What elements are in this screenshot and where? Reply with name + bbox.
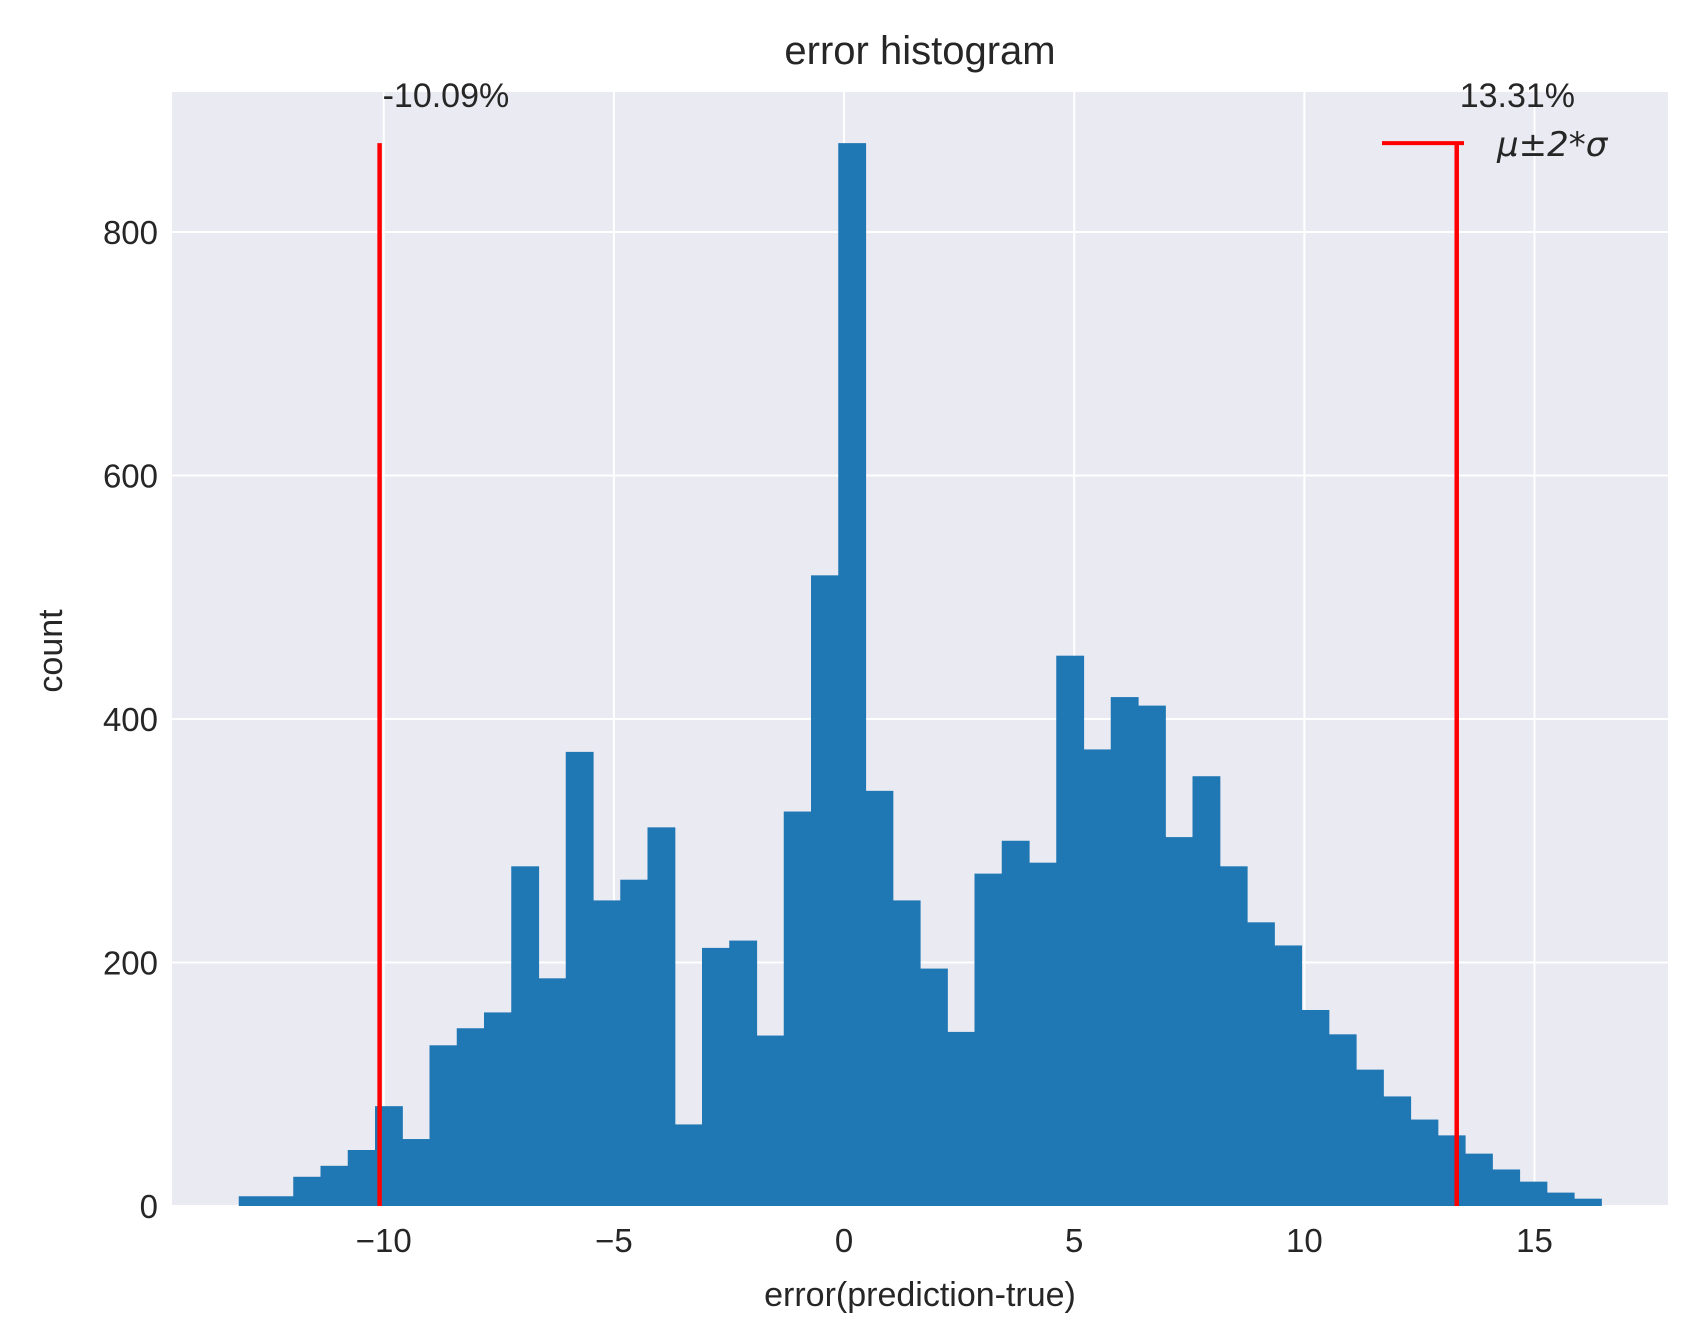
histogram-bar — [1219, 866, 1248, 1206]
x-tick-label: 5 — [1065, 1222, 1083, 1259]
legend: μ±2*σ — [1382, 125, 1609, 165]
legend-label: μ±2*σ — [1496, 125, 1609, 165]
histogram-bar — [1356, 1069, 1384, 1206]
histogram-bar — [429, 1045, 458, 1206]
histogram-bar — [1437, 1135, 1466, 1206]
x-tick-label: 10 — [1286, 1222, 1323, 1259]
histogram-bar — [1001, 840, 1030, 1206]
histogram-bar — [1110, 697, 1139, 1206]
upper-bound-label: 13.31% — [1460, 77, 1575, 115]
histogram-bar — [1274, 945, 1303, 1206]
x-tick-label: −10 — [356, 1222, 412, 1259]
y-tick-label: 400 — [103, 701, 158, 738]
histogram-bar — [783, 811, 812, 1206]
histogram-bar — [293, 1176, 322, 1206]
histogram-bar — [1301, 1009, 1330, 1206]
x-axis-label: error(prediction-true) — [764, 1276, 1076, 1314]
histogram-bar — [674, 1124, 703, 1206]
histogram-bar — [483, 1012, 512, 1206]
y-tick-label: 0 — [140, 1188, 158, 1225]
histogram-bar — [1165, 837, 1194, 1206]
histogram-bar — [974, 873, 1003, 1206]
lower-bound-label: -10.09% — [383, 77, 510, 115]
histogram-bar — [238, 1196, 267, 1206]
histogram-bar — [347, 1149, 376, 1206]
histogram-bar — [1029, 862, 1057, 1206]
histogram-bar — [756, 1035, 785, 1206]
chart-title: error histogram — [784, 29, 1055, 73]
histogram-bar — [1383, 1096, 1412, 1206]
y-axis-label: count — [32, 609, 70, 693]
histogram-bar — [1056, 655, 1085, 1206]
histogram-bar — [810, 575, 839, 1206]
histogram-bar — [892, 900, 921, 1206]
histogram-bar — [920, 968, 948, 1206]
histogram-bar — [456, 1028, 485, 1206]
histogram-bar — [647, 827, 676, 1206]
histogram-bars — [238, 143, 1602, 1207]
histogram-bar — [511, 866, 540, 1206]
histogram-bar — [1519, 1181, 1548, 1206]
histogram-bar — [838, 143, 867, 1207]
histogram-bar — [947, 1031, 976, 1206]
y-tick-label: 200 — [103, 945, 158, 982]
histogram-bar — [320, 1165, 349, 1206]
x-tick-label: −5 — [595, 1222, 633, 1259]
histogram-bar — [729, 940, 758, 1206]
x-tick-label: 0 — [835, 1222, 853, 1259]
histogram-bar — [1328, 1034, 1357, 1206]
histogram-bar — [1083, 749, 1112, 1206]
histogram-bar — [565, 751, 594, 1206]
y-tick-label: 800 — [103, 214, 158, 251]
histogram-bar — [1492, 1169, 1521, 1206]
histogram-bar — [1192, 776, 1221, 1206]
y-tick-label: 600 — [103, 458, 158, 495]
histogram-bar — [402, 1139, 431, 1206]
y-axis-ticks: 0 200 400 600 800 — [103, 214, 158, 1225]
histogram-bar — [701, 947, 730, 1206]
histogram-bar — [1138, 705, 1166, 1206]
histogram-bar — [592, 900, 621, 1206]
histogram-bar — [1410, 1119, 1439, 1206]
histogram-bar — [865, 790, 894, 1206]
histogram-bar — [620, 879, 649, 1206]
histogram-bar — [1574, 1198, 1602, 1206]
histogram-bar — [1247, 922, 1275, 1206]
histogram-bar — [1546, 1192, 1575, 1206]
sigma-lines: -10.09% 13.31% — [377, 77, 1575, 1206]
histogram-bar — [1465, 1153, 1493, 1206]
x-axis-ticks: −10 −5 0 5 10 15 — [356, 1222, 1553, 1259]
histogram-bar — [265, 1196, 294, 1206]
histogram-bar — [538, 978, 567, 1206]
x-tick-label: 15 — [1516, 1222, 1553, 1259]
